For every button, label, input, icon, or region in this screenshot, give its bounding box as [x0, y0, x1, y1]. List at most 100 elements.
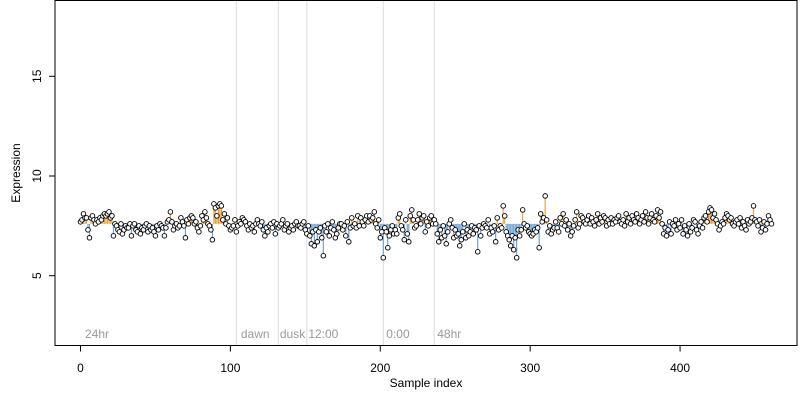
data-point-164: [323, 229, 330, 235]
data-point-216: [401, 237, 408, 243]
data-point-179: [346, 239, 352, 245]
data-point-215: [400, 227, 406, 233]
data-point-317: [552, 219, 559, 225]
data-point-91: [214, 213, 220, 219]
data-point-362: [620, 217, 626, 223]
data-point-84: [203, 215, 210, 221]
data-point-287: [507, 243, 514, 249]
data-point-291: [513, 255, 520, 261]
data-point-4: [83, 215, 90, 221]
data-point-79: [196, 229, 202, 235]
y-axis: 5 10 15: [30, 69, 56, 279]
data-point-103: [232, 217, 238, 223]
data-point-239: [435, 239, 442, 245]
data-point-265: [474, 249, 481, 255]
data-point-227: [418, 221, 424, 227]
data-point-322: [560, 211, 566, 217]
data-point-234: [428, 213, 434, 219]
data-point-394: [668, 231, 674, 237]
y-axis-label: Expression: [9, 143, 23, 202]
data-point-160: [317, 225, 324, 231]
x-tick-label-2: 200: [370, 361, 390, 375]
data-point-264: [473, 227, 479, 233]
data-point-326: [566, 221, 572, 227]
data-point-363: [621, 223, 628, 229]
data-point-201: [379, 229, 385, 235]
data-point-75: [190, 215, 196, 221]
data-point-320: [557, 215, 563, 221]
data-points: [77, 193, 775, 261]
annotation-label-4: 0:00: [386, 327, 410, 341]
data-point-200: [377, 235, 384, 241]
data-point-61: [169, 219, 175, 225]
data-point-121: [259, 219, 265, 225]
data-point-439: [735, 221, 742, 227]
data-point-213: [397, 211, 403, 217]
data-point-271: [483, 225, 490, 231]
data-point-250: [452, 227, 458, 233]
data-point-404: [683, 227, 689, 233]
data-point-306: [536, 245, 542, 251]
data-point-237: [432, 221, 439, 227]
data-point-36: [131, 221, 138, 227]
data-point-204: [383, 229, 390, 235]
data-point-333: [576, 221, 583, 227]
data-point-458: [764, 221, 770, 227]
data-point-149: [301, 219, 307, 225]
data-point-298: [524, 223, 530, 229]
data-point-429: [720, 221, 727, 227]
data-point-402: [680, 231, 686, 237]
data-point-272: [485, 217, 491, 223]
data-point-87: [208, 227, 214, 233]
data-point-377: [642, 209, 649, 215]
data-point-166: [326, 233, 333, 239]
data-point-323: [561, 223, 568, 229]
data-point-344: [593, 217, 599, 223]
data-point-415: [699, 225, 706, 231]
data-point-77: [193, 219, 199, 225]
data-point-328: [569, 229, 575, 235]
data-point-240: [437, 227, 443, 233]
data-point-198: [374, 225, 381, 231]
data-point-324: [563, 217, 569, 223]
data-point-275: [489, 229, 496, 235]
data-point-218: [404, 231, 411, 237]
data-point-135: [280, 217, 286, 223]
data-point-80: [197, 223, 204, 229]
data-point-406: [686, 221, 692, 227]
x-tick-label-3: 300: [520, 361, 540, 375]
data-point-330: [572, 217, 578, 223]
data-point-224: [413, 223, 420, 229]
data-point-401: [678, 217, 685, 223]
data-point-195: [370, 215, 376, 221]
y-tick-label-2: 15: [30, 69, 44, 83]
data-point-19: [106, 209, 112, 215]
data-point-98: [224, 215, 231, 221]
data-point-359: [615, 213, 622, 219]
annotation-label-2: dusk: [280, 327, 306, 341]
data-point-310: [542, 193, 548, 199]
data-point-107: [238, 221, 244, 227]
data-point-158: [314, 239, 321, 245]
data-point-379: [645, 221, 652, 227]
data-point-165: [325, 221, 331, 227]
data-point-202: [380, 255, 387, 261]
data-point-171: [334, 231, 340, 237]
data-point-405: [684, 233, 691, 239]
data-point-252: [455, 231, 461, 237]
x-axis-label: Sample index: [390, 376, 463, 390]
x-axis: 0 100 200 300 400: [77, 345, 690, 375]
data-point-449: [750, 203, 757, 209]
data-point-128: [269, 225, 276, 231]
data-point-253: [456, 243, 463, 249]
data-point-186: [356, 223, 363, 229]
data-point-408: [689, 225, 695, 231]
data-point-229: [421, 213, 427, 219]
data-point-367: [627, 221, 634, 227]
data-point-421: [708, 207, 715, 213]
x-tick-label-0: 0: [77, 361, 84, 375]
data-point-418: [704, 219, 710, 225]
data-point-69: [181, 223, 187, 229]
data-point-5: [85, 227, 91, 233]
data-point-444: [743, 227, 749, 233]
